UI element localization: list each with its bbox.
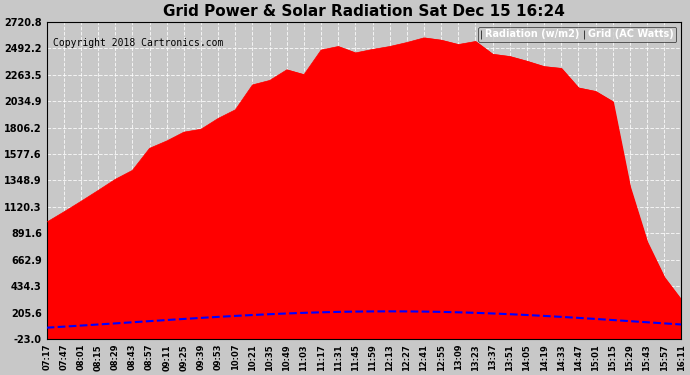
Legend: Radiation (w/m2), Grid (AC Watts): Radiation (w/m2), Grid (AC Watts) [478,27,676,42]
Text: Copyright 2018 Cartronics.com: Copyright 2018 Cartronics.com [53,38,224,48]
Title: Grid Power & Solar Radiation Sat Dec 15 16:24: Grid Power & Solar Radiation Sat Dec 15 … [163,4,565,19]
